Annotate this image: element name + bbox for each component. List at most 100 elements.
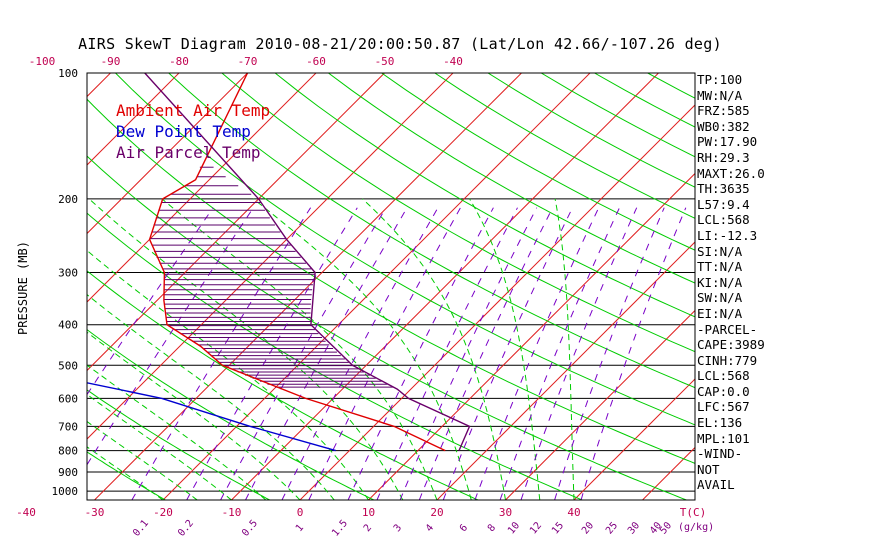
stats-line: CINH:779 <box>697 352 758 368</box>
mixing-ratio-line-2 <box>245 207 408 500</box>
stats-line: SI:N/A <box>697 243 743 259</box>
dry-adiabat-295 <box>87 270 479 500</box>
stats-line: SW:N/A <box>697 290 743 306</box>
dry-adiabat-415 <box>328 73 695 284</box>
mixing-ratio-tick-label: 30 <box>626 520 642 536</box>
mixing-ratio-line-50 <box>580 207 687 500</box>
pressure-tick-label: 800 <box>58 445 78 458</box>
mixing-ratio-tick-label: 1.5 <box>330 518 350 539</box>
stats-line: EL:136 <box>697 415 743 431</box>
moist-adiabat-30 <box>362 198 506 500</box>
stats-line: LFC:567 <box>697 399 750 415</box>
mixing-ratio-line-1 <box>186 207 358 500</box>
mixing-ratio-line-20 <box>474 207 600 500</box>
mixing-ratio-tick-label: 1 <box>294 523 306 535</box>
dry-adiabat-430 <box>381 73 695 251</box>
temp-tick-label: -30 <box>85 506 105 519</box>
temp-tick-label: 20 <box>430 506 443 519</box>
pressure-tick-label: 500 <box>58 359 78 372</box>
mixing-ratio-line-3 <box>281 207 439 500</box>
mixing-ratio-tick-label: 2 <box>362 523 374 535</box>
pressure-tick-label: 700 <box>58 420 78 433</box>
pressure-tick-label: 100 <box>58 67 78 80</box>
moist-adiabat-25 <box>253 198 472 500</box>
temp-tick-label: -10 <box>222 506 242 519</box>
stats-line: -PARCEL- <box>697 321 758 337</box>
dry-adiabat-370 <box>168 73 695 389</box>
temp-tick-label: -40 <box>16 506 36 519</box>
moist-adiabat-35 <box>469 198 541 500</box>
moist-adiabat-10 <box>87 249 369 500</box>
mixing-ratio-line-0.1 <box>87 207 214 396</box>
mixing-ratio-line-10 <box>399 207 538 500</box>
mixing-ratio-tick-label: 4 <box>424 523 436 535</box>
top-temp-tick-label: -80 <box>169 55 189 68</box>
stats-line: -WIND- <box>697 446 743 462</box>
stats-line: TT:N/A <box>697 259 743 275</box>
plot-area <box>87 73 695 500</box>
moist-adiabat-40 <box>554 198 575 500</box>
mixing-ratio-tick-label: 12 <box>528 520 544 536</box>
mixing-ratio-line-40 <box>554 207 665 500</box>
temp-unit-label: T(C) <box>680 506 707 519</box>
top-temp-tick-label: -40 <box>443 55 463 68</box>
stats-line: EI:N/A <box>697 305 743 321</box>
pressure-tick-label: 1000 <box>52 485 79 498</box>
stats-line: MAXT:26.0 <box>697 165 765 181</box>
dry-adiabat-280 <box>87 329 375 500</box>
mixing-ratio-line-0.5 <box>131 207 312 500</box>
chart-legend: Ambient Air Temp Dew Point Temp Air Parc… <box>116 100 270 163</box>
moist-adiabat--15 <box>87 420 198 500</box>
plot-frame <box>86 72 696 501</box>
moist-adiabat-5 <box>87 293 335 500</box>
pressure-tick-label: 300 <box>58 267 78 280</box>
isotherm-20 <box>436 241 695 500</box>
pressure-tick-label: 900 <box>58 466 78 479</box>
stats-line: LCL:568 <box>697 212 750 228</box>
stats-panel: TP:100 MW:N/A FRZ:585 WB0:382 PW:17.90 RH:29.… <box>697 72 867 493</box>
isotherm--70 <box>87 73 248 235</box>
temp-tick-label: 10 <box>362 506 375 519</box>
mixing-ratio-line-8 <box>376 207 518 500</box>
isotherm--60 <box>87 73 317 303</box>
mixing-ratio-line-6 <box>347 207 494 500</box>
legend-dew-point-temp: Dew Point Temp <box>116 122 251 141</box>
mixing-ratio-tick-label: 6 <box>458 523 470 535</box>
stats-line: NOT <box>697 461 720 477</box>
moist-adiabat--20 <box>87 446 164 500</box>
isotherm--20 <box>162 73 591 500</box>
dry-adiabat-355 <box>115 73 695 426</box>
chart-title: AIRS SkewT Diagram 2010-08-21/20:00:50.8… <box>78 35 722 53</box>
mixing-ratio-line-4 <box>308 207 461 500</box>
legend-ambient-air-temp: Ambient Air Temp <box>116 101 271 120</box>
moist-adiabat-15 <box>88 198 404 500</box>
temp-tick-label: 0 <box>297 506 304 519</box>
mixing-ratio-line-30 <box>520 207 638 500</box>
stats-line: CAP:0.0 <box>697 383 750 399</box>
mixing-ratio-tick-label: 3 <box>392 523 404 535</box>
stats-line: TH:3635 <box>697 181 750 197</box>
temp-tick-label: 40 <box>567 506 580 519</box>
moist-adiabat-0 <box>87 331 301 500</box>
pressure-tick-label: 200 <box>58 193 78 206</box>
dry-adiabat-325 <box>87 155 687 500</box>
y-axis-label: PRESSURE (MB) <box>16 241 30 335</box>
stats-line: CAPE:3989 <box>697 337 765 353</box>
isotherm--30 <box>94 73 522 500</box>
top-temp-tick-label: -100 <box>29 55 56 68</box>
top-temp-tick-label: -50 <box>375 55 395 68</box>
pressure-tick-label: 400 <box>58 319 78 332</box>
top-temp-tick-label: -70 <box>238 55 258 68</box>
mixing-ratio-line-25 <box>499 207 620 500</box>
mixing-ratio-tick-label: 0.1 <box>131 518 151 539</box>
mixing-ratio-line-1.5 <box>220 207 387 500</box>
ambient-air-temp-line <box>148 73 446 452</box>
stats-line: LI:-12.3 <box>697 227 758 243</box>
mixing-ratio-tick-label: 50 <box>658 520 674 536</box>
stats-line: KI:N/A <box>697 274 743 290</box>
isotherm--10 <box>231 73 659 500</box>
stats-line: WB0:382 <box>697 118 750 134</box>
mixing-ratio-tick-label: 0.2 <box>176 518 196 539</box>
legend-air-parcel-temp: Air Parcel Temp <box>116 143 261 162</box>
